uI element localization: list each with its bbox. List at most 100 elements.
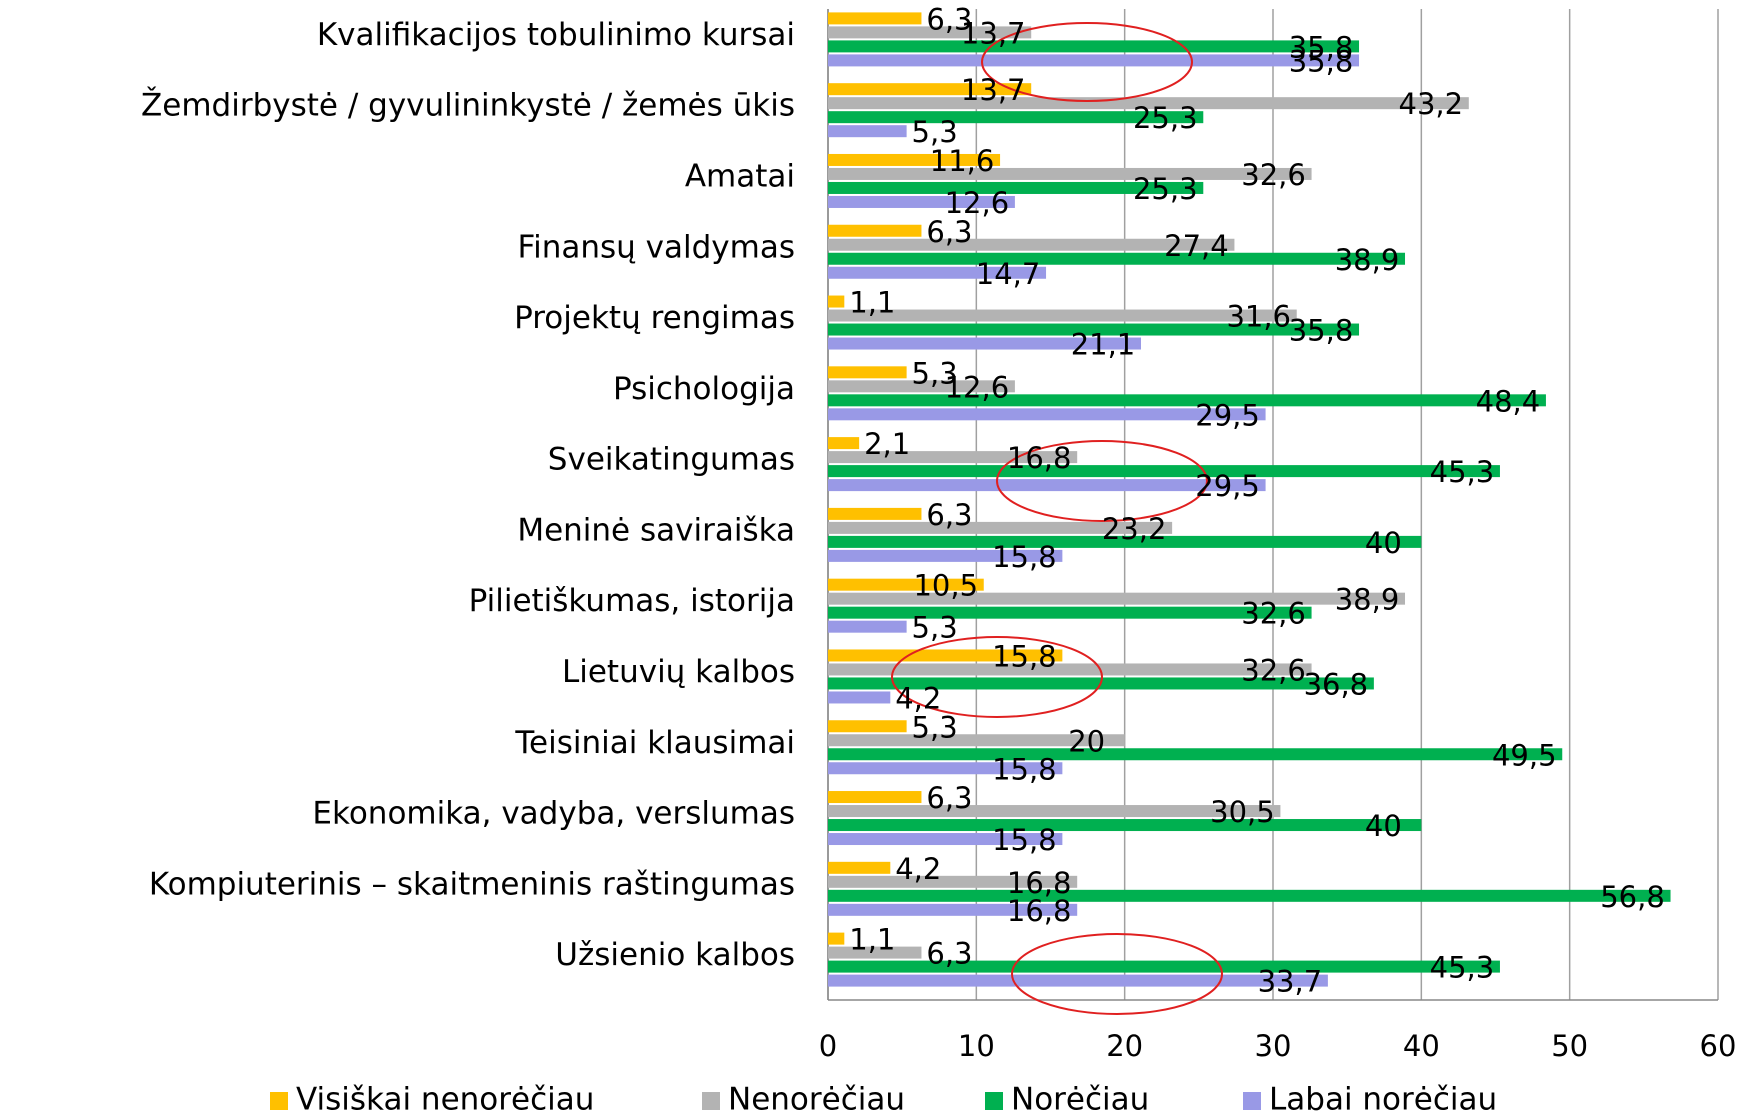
bar	[828, 578, 984, 591]
bar	[828, 12, 922, 25]
category-label: Kvalifikacijos tobulinimo kursai	[317, 17, 795, 53]
legend-swatch	[702, 1092, 720, 1110]
value-label: 32,6	[1241, 158, 1306, 192]
highlight-ellipse	[1011, 933, 1223, 1015]
legend-label: Nenorėčiau	[728, 1082, 905, 1117]
value-label: 45,3	[1430, 455, 1495, 489]
value-label: 13,7	[961, 16, 1026, 50]
bar	[828, 97, 1469, 110]
bar	[828, 111, 1204, 124]
bar	[828, 181, 1204, 194]
value-label: 35,8	[1289, 314, 1354, 348]
bar	[828, 238, 1235, 251]
bar	[828, 592, 1406, 605]
value-label: 15,8	[992, 752, 1057, 786]
bar	[828, 167, 1312, 180]
value-label: 16,8	[1007, 894, 1072, 928]
value-label: 12,6	[945, 370, 1010, 404]
value-label: 56,8	[1600, 880, 1665, 914]
bar	[828, 748, 1563, 761]
category-label: Sveikatingumas	[548, 442, 795, 478]
value-label: 40	[1365, 526, 1402, 560]
value-label: 29,5	[1195, 469, 1260, 503]
bar	[828, 408, 1266, 421]
category-label: Ekonomika, vadyba, verslumas	[312, 796, 795, 832]
bar	[828, 791, 922, 804]
bar	[828, 323, 1360, 336]
value-label: 1,1	[849, 286, 895, 320]
value-label: 20	[1068, 724, 1105, 758]
bar	[828, 394, 1546, 407]
value-label: 38,9	[1335, 243, 1400, 277]
highlight-ellipse	[981, 22, 1193, 102]
bar	[828, 720, 907, 733]
category-label: Psichologija	[613, 371, 795, 407]
bar	[828, 620, 907, 633]
value-label: 13,7	[961, 73, 1026, 107]
legend-label: Norėčiau	[1011, 1082, 1149, 1117]
bar	[828, 861, 891, 874]
value-label: 5,3	[912, 356, 958, 390]
value-label: 10,5	[913, 569, 978, 603]
value-label: 16,8	[1007, 866, 1072, 900]
bar	[828, 833, 1063, 846]
category-label: Lietuvių kalbos	[562, 654, 795, 690]
bar	[828, 649, 1063, 662]
highlight-ellipse	[996, 440, 1208, 522]
bar	[828, 663, 1312, 676]
value-label: 6,3	[926, 498, 972, 532]
category-label: Meninė saviraiška	[517, 512, 795, 548]
bar	[828, 451, 1078, 464]
value-label: 25,3	[1133, 101, 1198, 135]
x-tick-label: 20	[1106, 1029, 1143, 1063]
value-label: 36,8	[1304, 667, 1369, 701]
value-label: 14,7	[976, 257, 1041, 291]
bar	[828, 946, 922, 959]
bar	[828, 153, 1001, 166]
highlight-ellipses	[891, 22, 1223, 1015]
bar	[828, 437, 860, 450]
x-tick-label: 60	[1700, 1029, 1737, 1063]
value-label: 29,5	[1195, 398, 1260, 432]
value-label: 15,8	[992, 540, 1057, 574]
value-label: 31,6	[1226, 300, 1291, 334]
value-label: 5,3	[912, 710, 958, 744]
value-label: 6,3	[926, 781, 972, 815]
value-label: 33,7	[1258, 965, 1323, 999]
category-label: Užsienio kalbos	[555, 937, 795, 973]
x-tick-label: 0	[819, 1029, 837, 1063]
value-label: 35,8	[1289, 30, 1354, 64]
bar	[828, 535, 1422, 548]
value-label: 16,8	[1007, 441, 1072, 475]
category-label: Amatai	[685, 158, 795, 194]
value-label: 21,1	[1071, 328, 1136, 362]
value-label: 23,2	[1102, 512, 1167, 546]
value-label: 6,3	[926, 937, 972, 971]
bar	[828, 507, 922, 520]
legend-swatch	[1243, 1092, 1261, 1110]
value-label: 4,2	[895, 852, 941, 886]
value-label: 48,4	[1476, 384, 1541, 418]
bar	[828, 40, 1360, 53]
bar	[828, 889, 1671, 902]
bar	[828, 819, 1422, 832]
bar	[828, 606, 1312, 619]
legend-label: Labai norėčiau	[1269, 1082, 1497, 1117]
category-label: Kompiuterinis – skaitmeninis raštingumas	[149, 866, 795, 902]
value-label: 1,1	[849, 923, 895, 957]
bar	[828, 903, 1078, 916]
value-label: 40	[1365, 809, 1402, 843]
value-label: 5,3	[912, 115, 958, 149]
value-label: 15,8	[992, 823, 1057, 857]
x-tick-label: 40	[1403, 1029, 1440, 1063]
bar	[828, 224, 922, 237]
x-tick-label: 50	[1551, 1029, 1588, 1063]
bar	[828, 309, 1297, 322]
bars	[828, 12, 1671, 987]
category-label: Pilietiškumas, istorija	[469, 583, 795, 619]
legend-label: Visiškai nenorėčiau	[296, 1082, 594, 1117]
value-label: 2,1	[864, 427, 910, 461]
highlight-ellipse	[891, 636, 1103, 718]
value-label: 49,5	[1492, 738, 1557, 772]
